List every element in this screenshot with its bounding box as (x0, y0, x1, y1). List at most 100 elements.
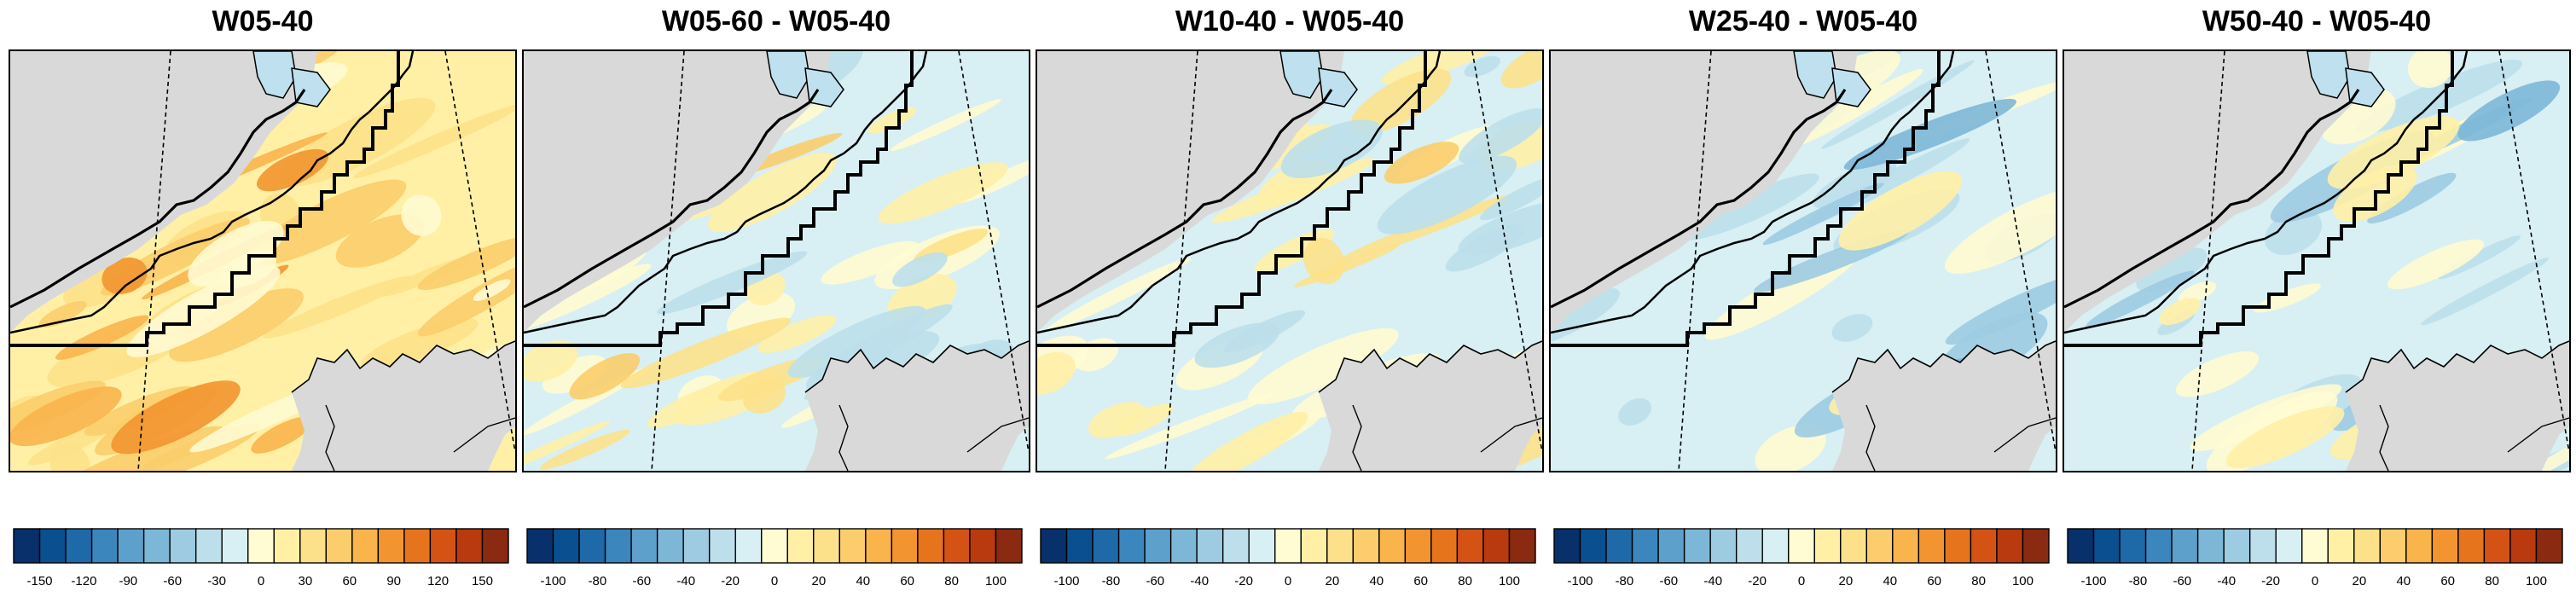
domain-boundary (10, 51, 400, 347)
lake (1831, 67, 1871, 107)
contour-patch (2457, 80, 2561, 142)
border-line (453, 417, 515, 453)
colorbar-tick-label: 0 (771, 574, 778, 588)
contour-patch (2178, 281, 2217, 304)
contour-patch (49, 443, 90, 471)
lake (766, 51, 810, 99)
colorbar-tick-label: 100 (1499, 574, 1520, 588)
lake (1793, 51, 1837, 99)
contour-patch (256, 148, 329, 192)
contour-patch (55, 315, 149, 360)
contour-patch (360, 318, 479, 370)
contour-patch (657, 251, 808, 315)
colorbar-swatch (2509, 528, 2538, 564)
colorbar-swatch (299, 528, 328, 564)
contour-patch (417, 235, 515, 290)
border-line (1480, 417, 1542, 453)
colorbar-swatch (2535, 528, 2563, 564)
panel-title: W50-40 - W05-40 (2202, 5, 2432, 38)
colorbar-swatch (1404, 528, 1432, 564)
lake (252, 51, 297, 99)
colorbar-tick-label: 0 (1285, 574, 1291, 588)
meridian-line (651, 51, 685, 471)
domain-boundary-inner (524, 89, 820, 309)
colorbar: -150 -120 -90 -60 -30 0 30 60 90 120 150 (9, 527, 517, 595)
meridian-line (1164, 51, 1198, 471)
colorbar-tick-label: 60 (900, 574, 914, 588)
colorbar-tick-label: 40 (1883, 574, 1897, 588)
colorbar-swatch (2092, 528, 2121, 564)
colorbar-swatch (1996, 528, 2024, 564)
contour-patch (335, 214, 425, 268)
colorbar-swatch (13, 528, 41, 564)
colorbar-tick-label: -40 (1190, 574, 1209, 588)
contour-patch (112, 351, 157, 373)
colorbar: -100 -80 -60 -40 -20 0 20 40 60 80 100 (522, 527, 1030, 595)
colorbar-canvas: -100 -80 -60 -40 -20 0 20 40 60 80 100 (1553, 528, 2050, 588)
colorbar-swatch (761, 528, 788, 564)
colorbar-swatch (1970, 528, 1998, 564)
colorbar-tick-label: 100 (985, 574, 1007, 588)
colorbar-tick-label: -150 (27, 574, 53, 588)
domain-boundary-inner (2064, 89, 2360, 309)
map-panel-3: W10-40 - W05-40 -100 -80 -60 -40 -20 0 20 40 60 8… (1036, 0, 1544, 597)
contour-patch (2190, 384, 2342, 451)
contour-patch (38, 300, 87, 327)
lake (1318, 67, 1358, 107)
colorbar-swatch (1092, 528, 1120, 564)
colorbar-swatch (734, 528, 763, 564)
colorbar-swatch (1144, 528, 1172, 564)
colorbar-swatch (117, 528, 145, 564)
panel-title: W10-40 - W05-40 (1175, 5, 1405, 38)
colorbar-tick-label: -80 (589, 574, 607, 588)
colorbar-swatch (247, 528, 275, 564)
colorbar-swatch (2171, 528, 2199, 564)
map-panel-5: W50-40 - W05-40 -100 -80 -60 -40 -20 0 20 40 60 8… (2063, 0, 2571, 597)
contour-patch (2512, 432, 2569, 471)
contour-patch (10, 386, 122, 447)
colorbar-swatch (2327, 528, 2355, 564)
colorbar-tick-label: -60 (1146, 574, 1164, 588)
colorbar-tick-label: 150 (472, 574, 493, 588)
map-canvas (10, 51, 515, 471)
contour-patch (2387, 239, 2485, 290)
colorbar-swatch (1169, 528, 1198, 564)
colorbar-tick-label: 60 (1413, 574, 1428, 588)
contour-patch (1384, 142, 1459, 184)
contour-patch (2225, 406, 2345, 469)
domain-boundary (1037, 51, 1427, 347)
map-frame (1549, 49, 2057, 472)
contour-patch (248, 179, 407, 266)
land-southeast (1832, 341, 2056, 471)
contour-patch (1843, 98, 2016, 171)
colorbar-tick-label: -90 (119, 574, 137, 588)
contour-patch (892, 252, 948, 287)
border-line (1993, 417, 2056, 453)
colorbar-tick-label: 20 (812, 574, 827, 588)
map-frame (2063, 49, 2571, 472)
colorbar-swatch (1065, 528, 1094, 564)
colorbar-swatch (1917, 528, 1946, 564)
contour-patch (878, 162, 1008, 224)
colorbar-swatch (1840, 528, 1868, 564)
contour-patch (1088, 402, 1146, 439)
colorbar-swatch (786, 528, 815, 564)
contour-patch (473, 279, 511, 302)
border-line (1352, 404, 1362, 471)
colorbar-tick-label: 80 (944, 574, 959, 588)
colorbar-swatch (865, 528, 893, 564)
contour-patch (1500, 51, 1542, 89)
colorbar-tick-label: -80 (1102, 574, 1121, 588)
colorbar-swatch (891, 528, 919, 564)
meridian-line (958, 51, 1029, 453)
contour-patch (126, 265, 281, 357)
border-line (2507, 417, 2569, 453)
colorbar-tick-label: 30 (299, 574, 313, 588)
land-southeast (1319, 341, 1542, 471)
contour-patch (111, 380, 241, 455)
contour-patch (2421, 258, 2550, 326)
contour-patch (62, 426, 226, 471)
colorbar-tick-label: -20 (2261, 574, 2280, 588)
colorbar-swatch (656, 528, 684, 564)
lake (2345, 67, 2385, 107)
